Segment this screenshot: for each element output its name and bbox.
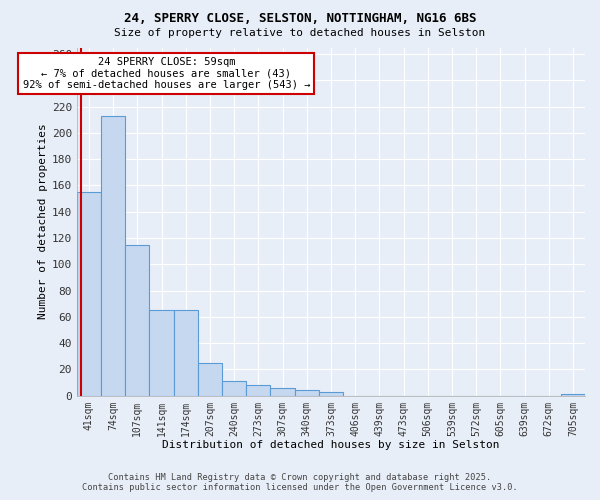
Bar [271,388,295,396]
Bar [198,363,222,396]
Bar [149,310,173,396]
Text: 24 SPERRY CLOSE: 59sqm
← 7% of detached houses are smaller (43)
92% of semi-deta: 24 SPERRY CLOSE: 59sqm ← 7% of detached … [23,56,310,90]
Text: Size of property relative to detached houses in Selston: Size of property relative to detached ho… [115,28,485,38]
Bar [295,390,319,396]
Bar [173,310,198,396]
Bar [561,394,585,396]
Bar [125,244,149,396]
Text: Contains HM Land Registry data © Crown copyright and database right 2025.
Contai: Contains HM Land Registry data © Crown c… [82,473,518,492]
Bar [77,192,101,396]
X-axis label: Distribution of detached houses by size in Selston: Distribution of detached houses by size … [162,440,500,450]
Y-axis label: Number of detached properties: Number of detached properties [38,124,47,320]
Bar [246,385,271,396]
Text: 24, SPERRY CLOSE, SELSTON, NOTTINGHAM, NG16 6BS: 24, SPERRY CLOSE, SELSTON, NOTTINGHAM, N… [124,12,476,26]
Bar [101,116,125,396]
Bar [319,392,343,396]
Bar [222,382,246,396]
